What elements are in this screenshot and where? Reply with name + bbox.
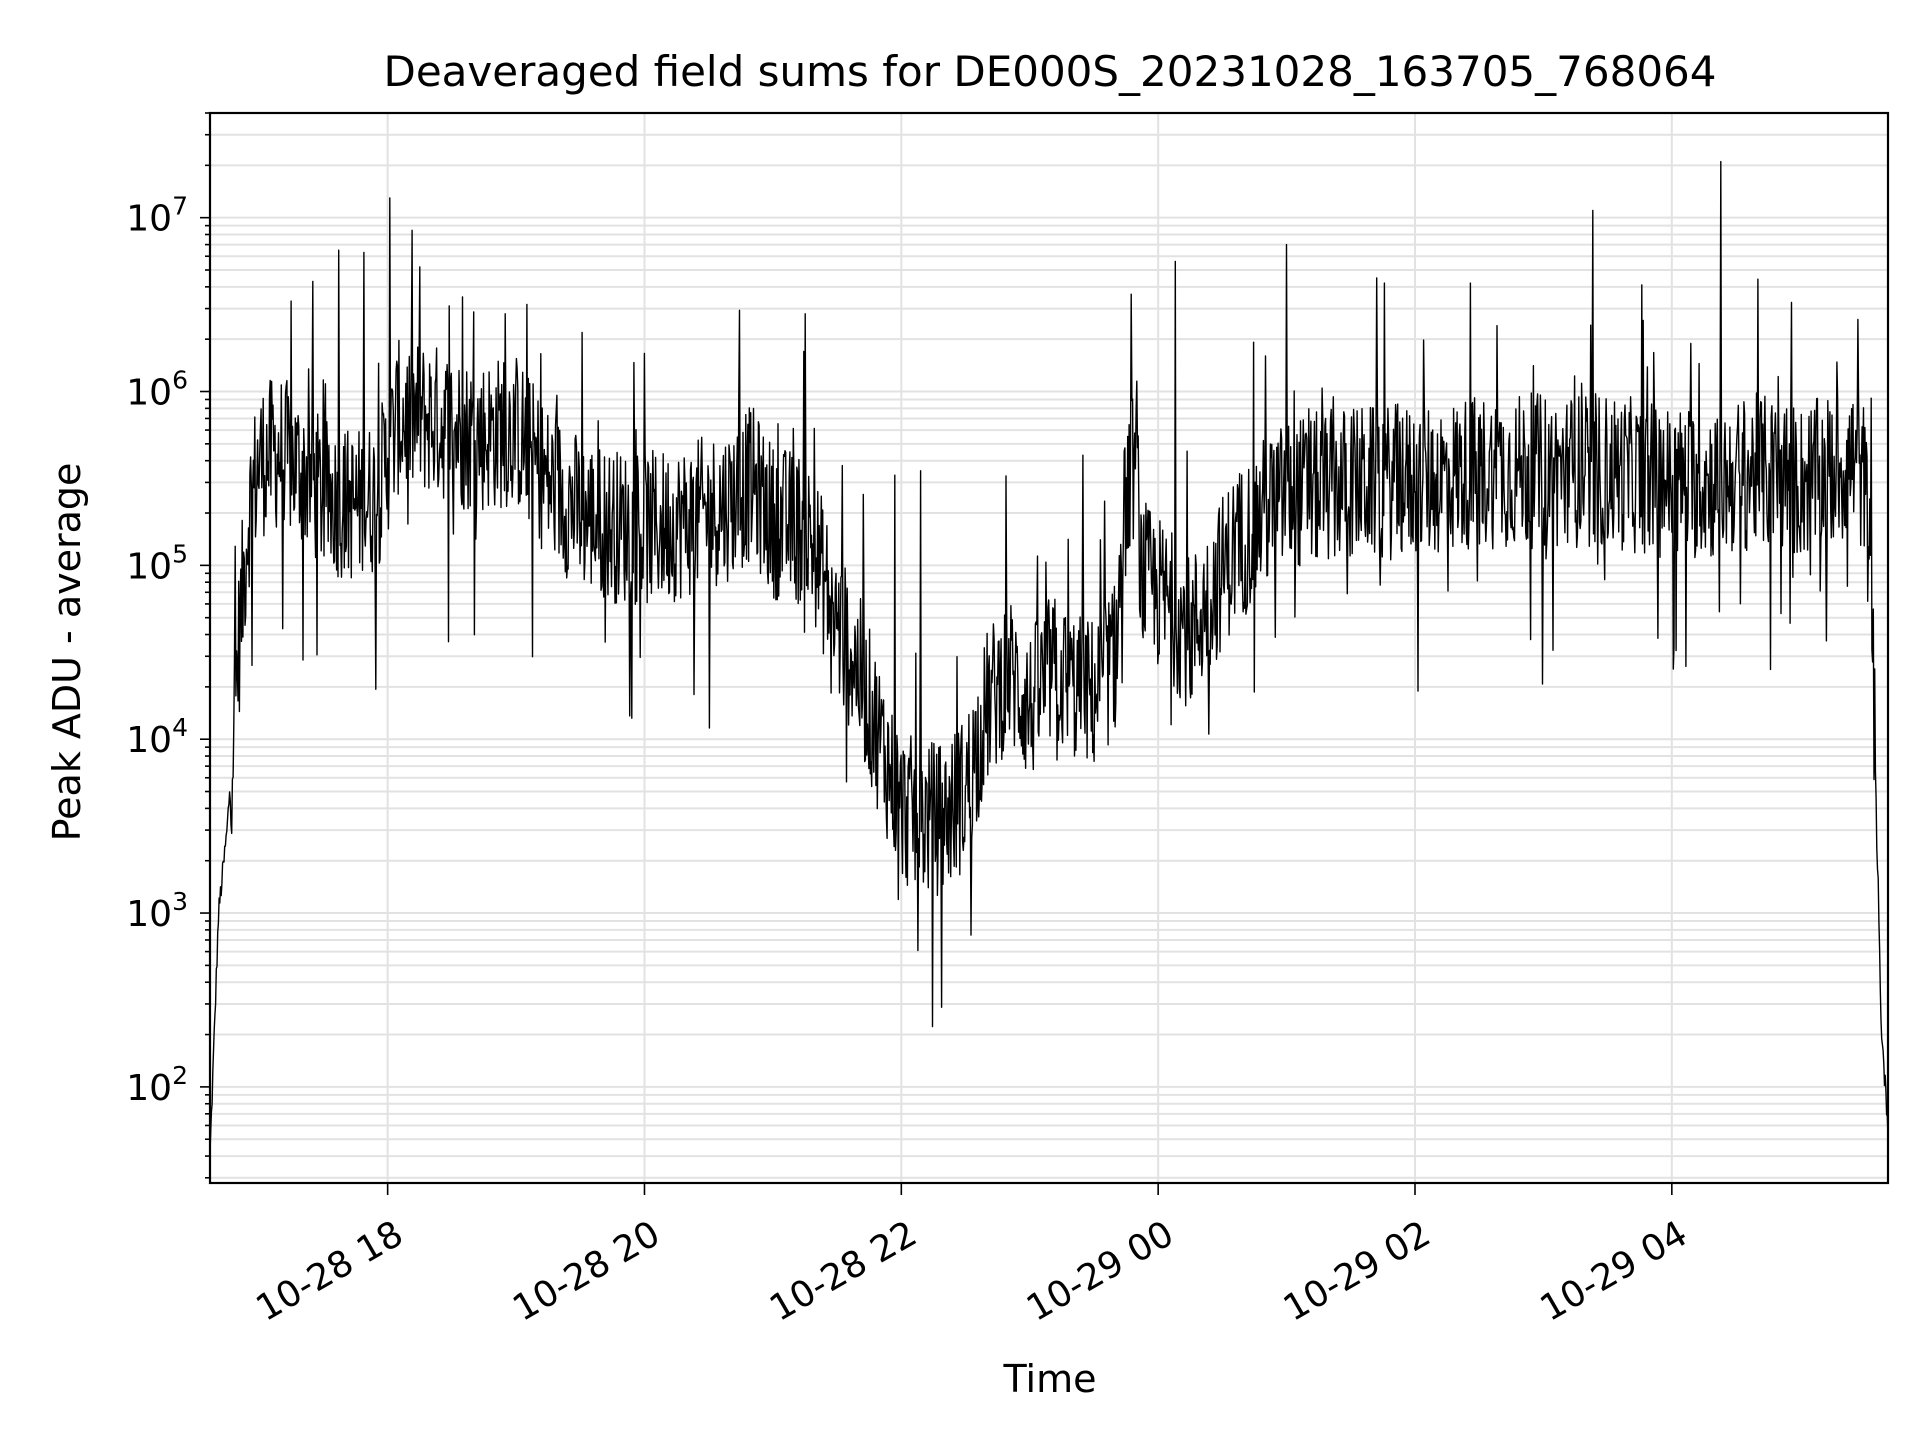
y-tick-label: 102 xyxy=(126,1061,188,1109)
y-tick-label: 104 xyxy=(126,713,188,761)
y-tick-exponent: 2 xyxy=(172,1061,188,1090)
plot-frame xyxy=(208,111,1890,1185)
y-tick-exponent: 3 xyxy=(172,887,188,916)
y-tick-exponent: 7 xyxy=(172,192,188,221)
y-tick-base: 10 xyxy=(126,373,172,414)
y-tick-label: 106 xyxy=(126,366,188,414)
y-tick-label: 103 xyxy=(126,887,188,935)
y-tick-label: 105 xyxy=(126,539,188,587)
series-line xyxy=(209,160,1889,1153)
series-group xyxy=(209,160,1889,1153)
y-tick-exponent: 5 xyxy=(172,539,188,568)
y-tick-base: 10 xyxy=(126,894,172,935)
y-axis-label: Peak ADU - average xyxy=(45,463,89,842)
chart-title: Deaveraged field sums for DE000S_2023102… xyxy=(384,47,1717,96)
grid-lines xyxy=(210,112,1888,1183)
y-tick-base: 10 xyxy=(126,720,172,761)
y-tick-base: 10 xyxy=(126,546,172,587)
y-tick-base: 10 xyxy=(126,199,172,240)
y-tick-label: 107 xyxy=(126,192,188,240)
y-tick-base: 10 xyxy=(126,1068,172,1109)
y-tick-exponent: 6 xyxy=(172,366,188,395)
x-axis-label: Time xyxy=(1003,1357,1097,1401)
y-tick-exponent: 4 xyxy=(172,713,188,742)
